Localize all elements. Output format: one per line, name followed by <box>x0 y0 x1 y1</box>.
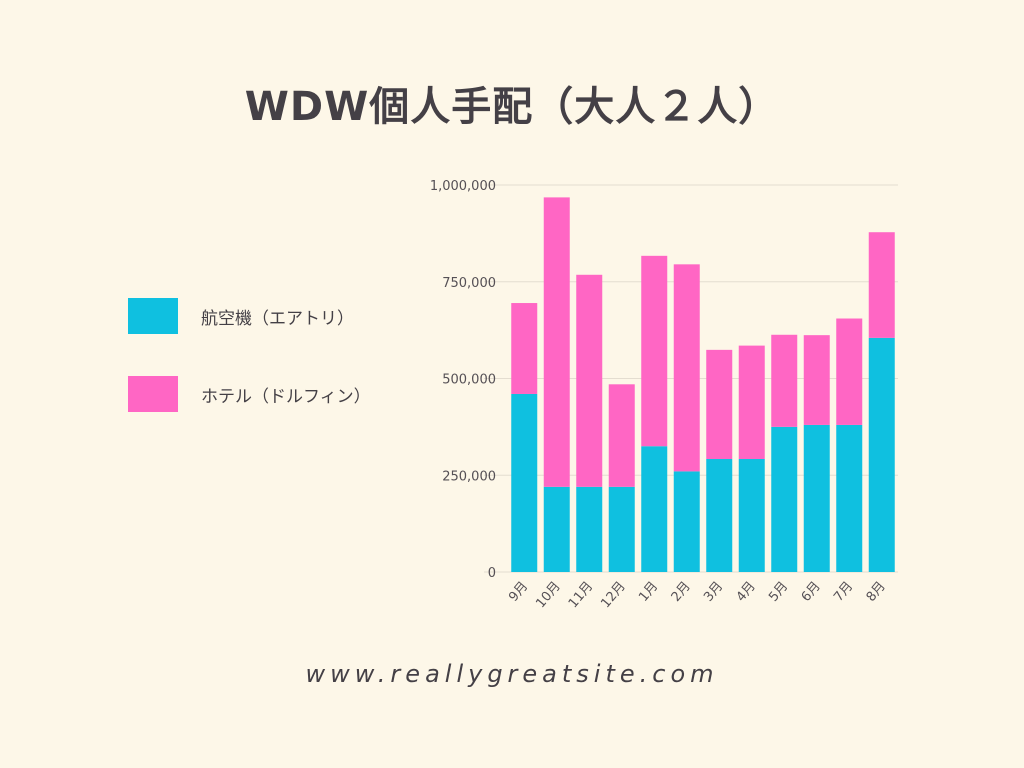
bar-segment-airline <box>576 486 603 572</box>
x-tick-label: 6月 <box>799 579 824 605</box>
bar-segment-hotel <box>673 264 700 472</box>
x-tick-label: 3月 <box>701 579 726 605</box>
x-tick-label: 7月 <box>831 579 856 605</box>
bar-segment-hotel <box>836 318 863 425</box>
y-tick-label: 750,000 <box>442 276 496 291</box>
legend-label-hotel: ホテル（ドルフィン） <box>201 387 371 407</box>
y-tick-label: 250,000 <box>442 469 496 484</box>
legend-item-airline: 航空機（エアトリ） <box>128 298 428 334</box>
x-tick-label: 1月 <box>636 579 661 605</box>
legend-swatch-airline <box>128 298 178 334</box>
footer-url: www.reallygreatsite.com <box>305 660 719 688</box>
bar-segment-airline <box>608 486 635 572</box>
x-tick-label: 2月 <box>669 579 694 605</box>
chart-title: WDW個人手配（大人２人） <box>244 84 780 130</box>
x-tick-label: 12月 <box>598 579 628 611</box>
legend-label-airline: 航空機（エアトリ） <box>201 309 354 329</box>
bar-segment-airline <box>706 458 733 572</box>
bar-segment-airline <box>738 458 765 572</box>
x-tick-label: 11月 <box>566 579 596 611</box>
legend-item-hotel: ホテル（ドルフィン） <box>128 376 428 412</box>
legend-swatch-hotel <box>128 376 178 412</box>
x-tick-label: 10月 <box>533 579 563 611</box>
bar-segment-airline <box>868 337 895 572</box>
bar-segment-airline <box>771 426 798 572</box>
bar-segment-airline <box>673 471 700 572</box>
bar-segment-hotel <box>543 197 570 487</box>
bar-segment-airline <box>543 486 570 572</box>
x-tick-label: 4月 <box>734 579 759 605</box>
bar-segment-hotel <box>576 274 603 487</box>
y-tick-label: 0 <box>488 566 496 581</box>
bar-segment-hotel <box>771 334 798 427</box>
bar-segment-hotel <box>706 349 733 459</box>
x-tick-label: 5月 <box>766 579 791 605</box>
x-tick-label: 9月 <box>506 579 531 605</box>
y-tick-label: 500,000 <box>442 373 496 388</box>
bar-segment-airline <box>836 424 863 572</box>
bar-segment-hotel <box>511 303 538 394</box>
bar-segment-hotel <box>608 384 635 487</box>
bar-segment-airline <box>803 424 830 572</box>
x-tick-label: 8月 <box>864 579 889 605</box>
bar-segment-hotel <box>641 255 668 447</box>
bar-segment-hotel <box>868 232 895 338</box>
y-tick-label: 1,000,000 <box>430 179 496 194</box>
bar-segment-hotel <box>803 335 830 425</box>
bar-segment-airline <box>641 446 668 572</box>
bar-segment-airline <box>511 393 538 572</box>
bar-segment-hotel <box>738 345 765 459</box>
